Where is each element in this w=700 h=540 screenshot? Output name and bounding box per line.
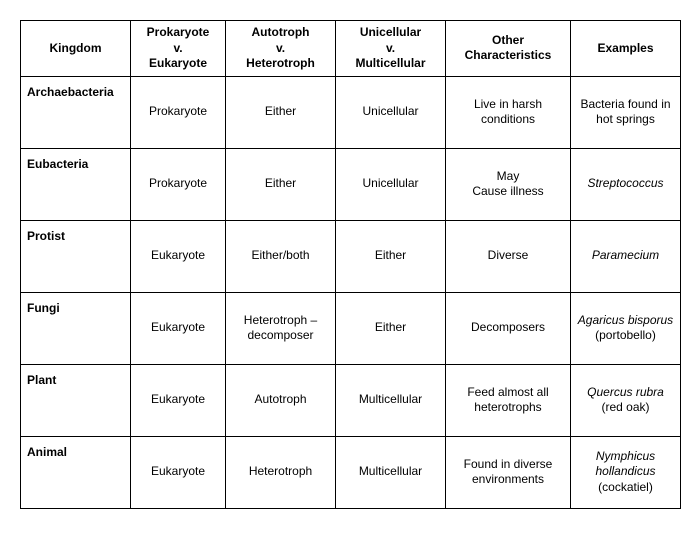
kingdom-cell: Eubacteria [21, 148, 131, 220]
nutrition-cell: Either [226, 148, 336, 220]
example-common-name: (portobello) [595, 328, 656, 342]
other-cell: Decomposers [446, 292, 571, 364]
table-row: AnimalEukaryoteHeterotrophMulticellularF… [21, 436, 681, 508]
kingdom-cell: Fungi [21, 292, 131, 364]
cell-type-cell: Prokaryote [131, 148, 226, 220]
example-scientific-name: Nymphicus hollandicus [595, 449, 655, 479]
kingdom-cell: Protist [21, 220, 131, 292]
col-kingdom: Kingdom [21, 21, 131, 77]
example-scientific-name: Agaricus bisporus [578, 313, 673, 327]
table-header: Kingdom Prokaryote v. Eukaryote Autotrop… [21, 21, 681, 77]
nutrition-cell: Either/both [226, 220, 336, 292]
cellularity-cell: Either [336, 292, 446, 364]
kingdom-cell: Animal [21, 436, 131, 508]
example-common-name: (cockatiel) [598, 480, 653, 494]
kingdom-cell: Archaebacteria [21, 76, 131, 148]
example-scientific-name: Quercus rubra [587, 385, 664, 399]
col-other: Other Characteristics [446, 21, 571, 77]
other-cell: Diverse [446, 220, 571, 292]
kingdoms-table: Kingdom Prokaryote v. Eukaryote Autotrop… [20, 20, 681, 509]
other-cell: Feed almost all heterotrophs [446, 364, 571, 436]
example-cell: Bacteria found in hot springs [571, 76, 681, 148]
example-common-name: (red oak) [601, 400, 649, 414]
nutrition-cell: Heterotroph – decomposer [226, 292, 336, 364]
cell-type-cell: Eukaryote [131, 436, 226, 508]
col-auto-hetero: Autotroph v. Heterotroph [226, 21, 336, 77]
table-row: ArchaebacteriaProkaryoteEitherUnicellula… [21, 76, 681, 148]
table-body: ArchaebacteriaProkaryoteEitherUnicellula… [21, 76, 681, 508]
other-cell: Live in harsh conditions [446, 76, 571, 148]
example-scientific-name: Streptococcus [587, 176, 663, 190]
cell-type-cell: Eukaryote [131, 220, 226, 292]
cellularity-cell: Either [336, 220, 446, 292]
example-cell: Nymphicus hollandicus(cockatiel) [571, 436, 681, 508]
example-cell: Paramecium [571, 220, 681, 292]
cell-type-cell: Eukaryote [131, 364, 226, 436]
example-scientific-name: Paramecium [592, 248, 659, 262]
col-uni-multi: Unicellular v. Multicellular [336, 21, 446, 77]
nutrition-cell: Either [226, 76, 336, 148]
nutrition-cell: Heterotroph [226, 436, 336, 508]
table-row: PlantEukaryoteAutotrophMulticellularFeed… [21, 364, 681, 436]
example-cell: Agaricus bisporus(portobello) [571, 292, 681, 364]
table-row: EubacteriaProkaryoteEitherUnicellularMay… [21, 148, 681, 220]
header-row: Kingdom Prokaryote v. Eukaryote Autotrop… [21, 21, 681, 77]
example-common-name: Bacteria found in hot springs [580, 97, 670, 127]
cell-type-cell: Prokaryote [131, 76, 226, 148]
cellularity-cell: Multicellular [336, 436, 446, 508]
cellularity-cell: Unicellular [336, 76, 446, 148]
table-row: FungiEukaryoteHeterotroph – decomposerEi… [21, 292, 681, 364]
other-cell: Found in diverse environments [446, 436, 571, 508]
cell-type-cell: Eukaryote [131, 292, 226, 364]
col-prok-euk: Prokaryote v. Eukaryote [131, 21, 226, 77]
cellularity-cell: Unicellular [336, 148, 446, 220]
nutrition-cell: Autotroph [226, 364, 336, 436]
table-row: ProtistEukaryoteEither/bothEitherDiverse… [21, 220, 681, 292]
cellularity-cell: Multicellular [336, 364, 446, 436]
example-cell: Streptococcus [571, 148, 681, 220]
other-cell: MayCause illness [446, 148, 571, 220]
col-examples: Examples [571, 21, 681, 77]
kingdom-cell: Plant [21, 364, 131, 436]
example-cell: Quercus rubra(red oak) [571, 364, 681, 436]
